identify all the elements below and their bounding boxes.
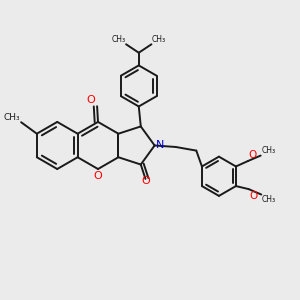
- Text: N: N: [156, 140, 164, 151]
- Text: O: O: [87, 95, 96, 105]
- Text: O: O: [94, 171, 102, 182]
- Text: CH₃: CH₃: [152, 35, 166, 44]
- Text: CH₃: CH₃: [262, 195, 276, 204]
- Text: O: O: [142, 176, 151, 186]
- Text: O: O: [249, 190, 257, 201]
- Text: O: O: [248, 149, 256, 160]
- Text: CH₃: CH₃: [261, 146, 275, 155]
- Text: CH₃: CH₃: [4, 112, 20, 122]
- Text: CH₃: CH₃: [111, 35, 125, 44]
